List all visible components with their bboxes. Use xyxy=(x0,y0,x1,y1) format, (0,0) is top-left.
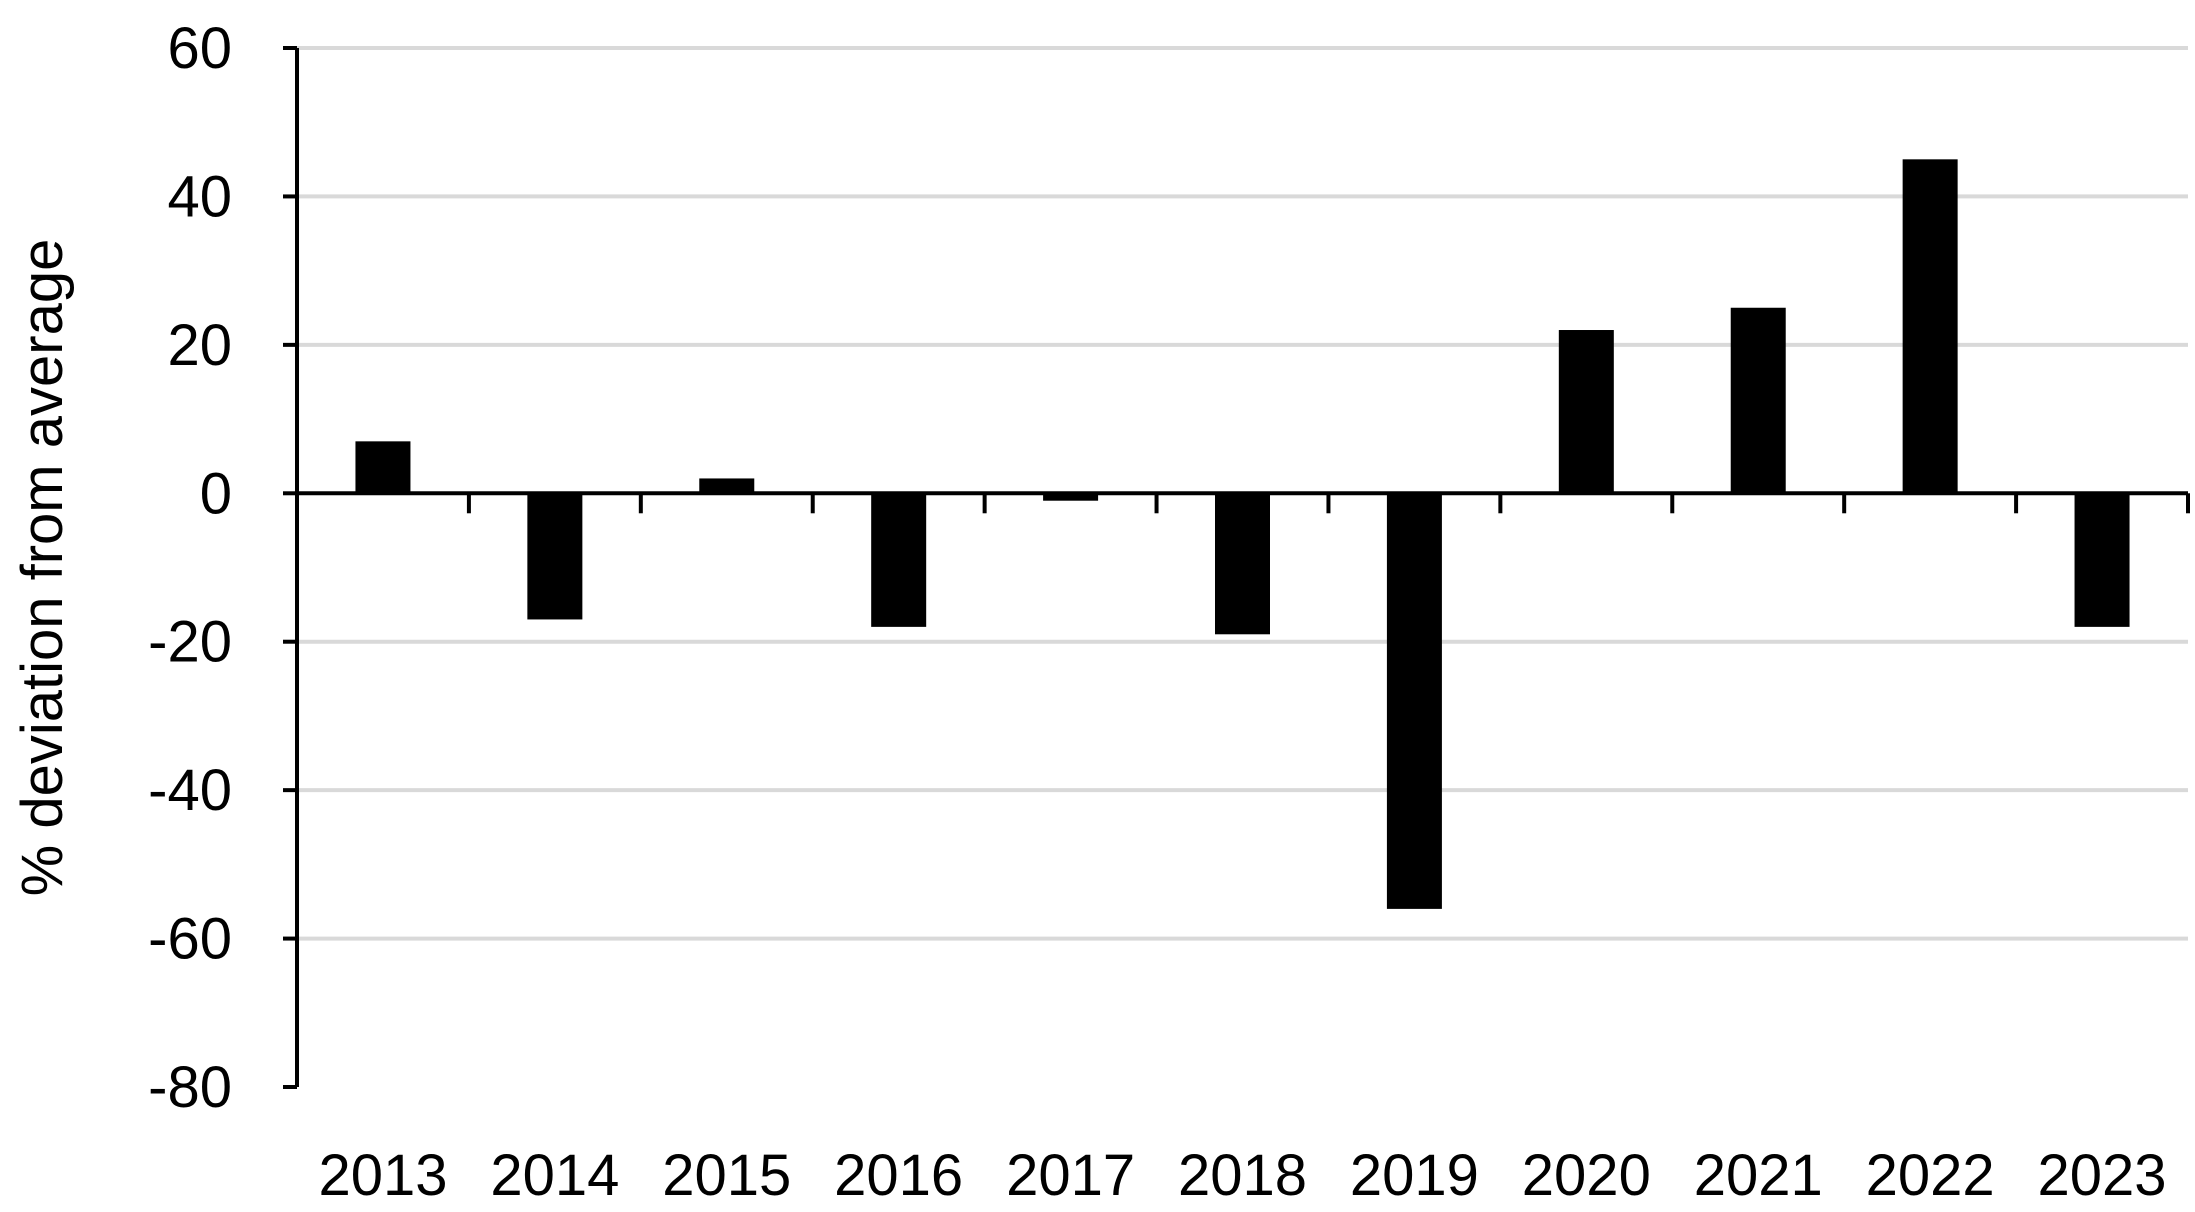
bar-2014 xyxy=(527,493,583,620)
x-tick-labels: 2013 2014 2015 2016 2017 2018 2019 2020 2021 2022… xyxy=(318,1143,2167,1208)
x-tick-label: 2016 xyxy=(834,1143,963,1207)
y-tick-label: -60 xyxy=(148,907,232,972)
bar-2023 xyxy=(2074,493,2130,627)
x-tick-label: 2013 xyxy=(318,1143,447,1207)
x-tick-label: 2019 xyxy=(1350,1143,1479,1207)
x-tick-label: 2022 xyxy=(1866,1143,1995,1207)
bar-2013 xyxy=(355,441,411,494)
y-tick-label: 40 xyxy=(167,164,232,229)
x-tick-label: 2017 xyxy=(1006,1143,1135,1207)
x-tick-label: 2018 xyxy=(1178,1143,1307,1207)
y-tick-label: 60 xyxy=(167,16,232,81)
bar-2020 xyxy=(1558,330,1614,494)
y-tick-labels: 60 40 20 0 -20 -40 -60 -80 xyxy=(148,16,232,1120)
bar-2017 xyxy=(1043,493,1099,501)
gridlines xyxy=(297,46,2188,941)
bar-2021 xyxy=(1730,307,1786,494)
x-tick-label: 2014 xyxy=(490,1143,619,1207)
x-tick-label: 2020 xyxy=(1522,1143,1651,1207)
bars xyxy=(355,159,2130,909)
bar-2016 xyxy=(871,493,927,627)
bar-2019 xyxy=(1386,493,1442,909)
x-tick-label: 2015 xyxy=(662,1143,791,1207)
x-tick-label: 2023 xyxy=(2038,1143,2167,1207)
bar-2015 xyxy=(699,478,755,494)
bar-2022 xyxy=(1902,159,1958,494)
y-tick-label: -80 xyxy=(148,1055,232,1120)
y-tick-label: -40 xyxy=(148,758,232,823)
y-axis-label: % deviation from average xyxy=(10,239,75,897)
bar-2018 xyxy=(1215,493,1270,635)
axes xyxy=(283,46,2190,1089)
y-tick-label: 0 xyxy=(200,461,232,526)
y-tick-label: -20 xyxy=(148,610,232,675)
y-tick-label: 20 xyxy=(167,313,232,378)
x-tick-label: 2021 xyxy=(1694,1143,1823,1207)
